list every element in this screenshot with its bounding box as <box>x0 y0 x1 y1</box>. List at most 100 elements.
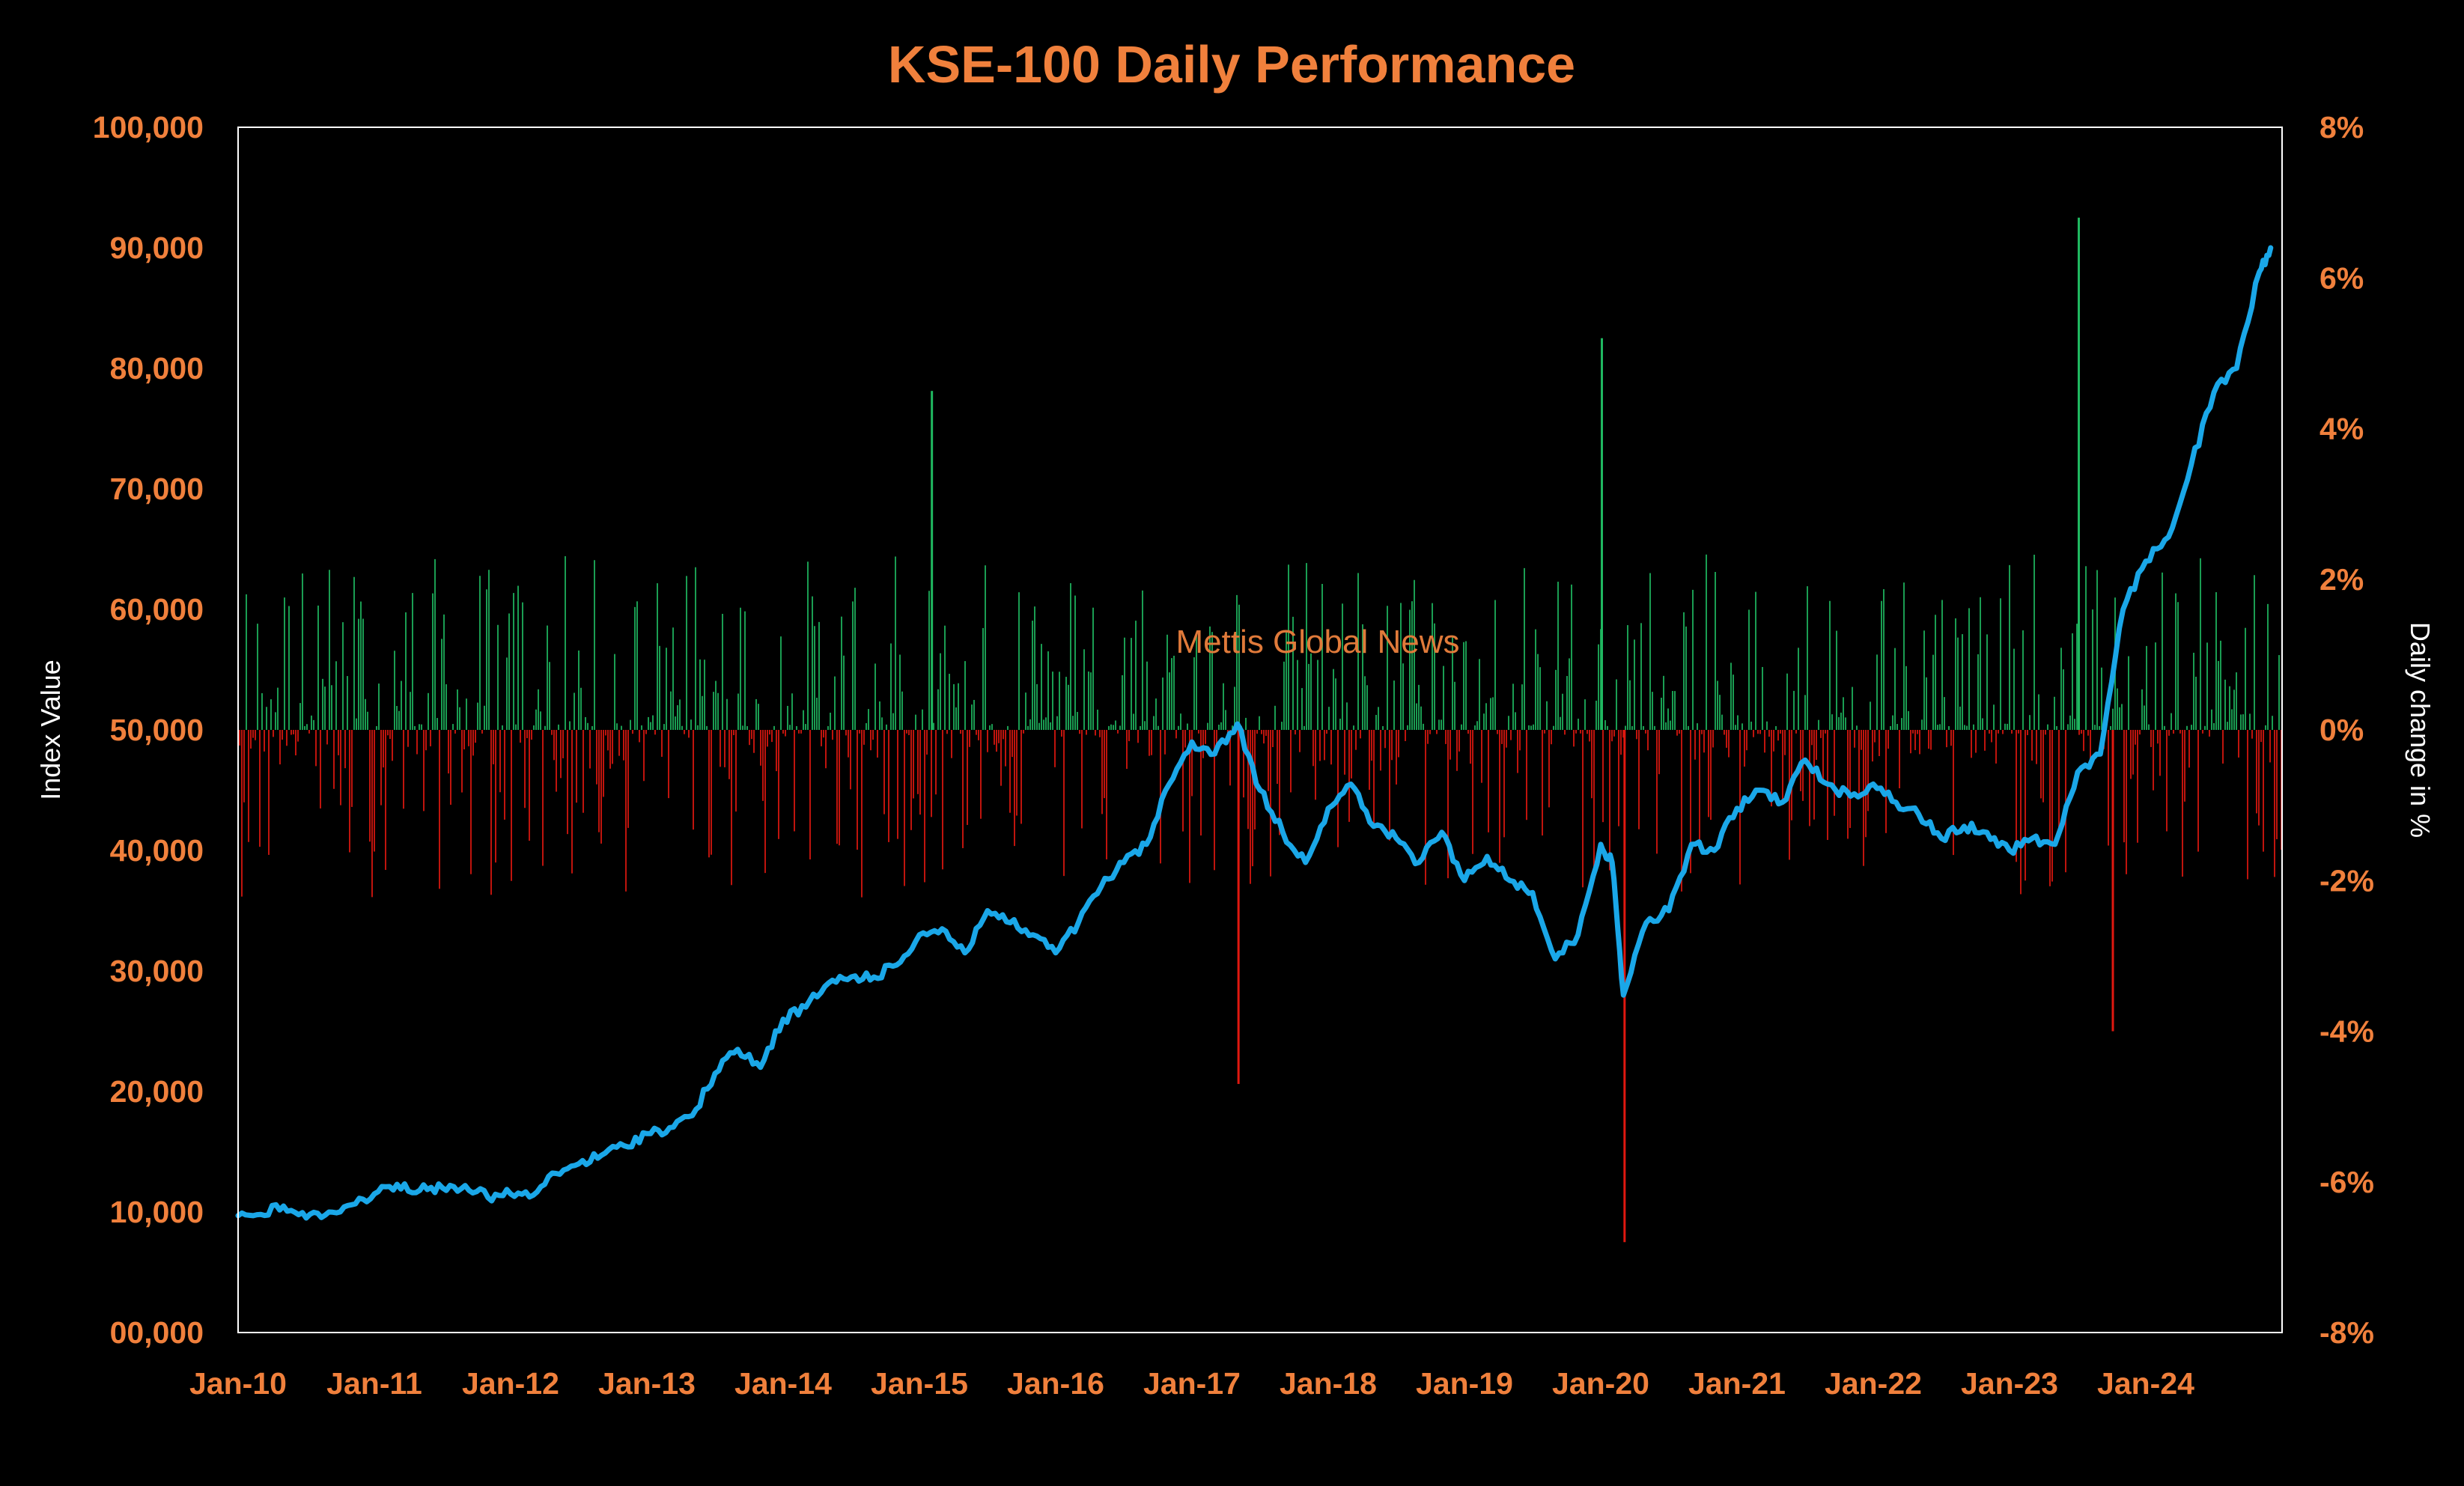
negative-change-bar <box>1261 730 1262 734</box>
negative-change-bar <box>1202 730 1204 758</box>
negative-change-bar <box>823 730 824 738</box>
positive-change-bar <box>1654 725 1655 730</box>
positive-change-bar <box>630 719 631 730</box>
positive-change-bar <box>1335 678 1336 730</box>
negative-change-bar <box>1589 730 1590 742</box>
negative-change-bar <box>1456 730 1458 771</box>
left-axis-ticks: 00,000 10,000 20,000 30,000 40,000 50,000 60,0… <box>93 110 204 1350</box>
negative-change-bar <box>1016 730 1017 816</box>
positive-change-bar <box>1209 626 1211 730</box>
negative-change-bar <box>556 730 557 792</box>
positive-change-bar <box>616 723 618 730</box>
negative-change-bar <box>439 730 440 889</box>
negative-change-bar <box>1780 730 1781 734</box>
positive-change-bar <box>1090 672 1092 730</box>
negative-change-bar <box>1773 730 1774 752</box>
positive-change-bar <box>1524 567 1525 730</box>
negative-change-bar <box>1724 730 1725 735</box>
positive-change-bar <box>1649 573 1651 730</box>
positive-change-bar <box>1923 630 1925 730</box>
positive-change-bar <box>1286 631 1287 730</box>
negative-change-bar <box>1229 730 1231 786</box>
positive-change-bar <box>1735 725 1736 730</box>
positive-change-bar <box>1973 724 1974 730</box>
negative-change-bar <box>385 730 386 871</box>
negative-change-bar <box>785 730 786 737</box>
positive-change-bar <box>513 593 514 730</box>
positive-change-bar <box>535 709 537 730</box>
positive-change-bar <box>284 597 285 730</box>
negative-change-bar <box>1771 730 1772 807</box>
negative-change-bar <box>571 730 573 874</box>
negative-change-bar <box>1849 730 1851 829</box>
positive-change-bar <box>1876 654 1878 730</box>
positive-change-bar <box>1663 675 1664 730</box>
positive-change-bar <box>1097 709 1098 730</box>
positive-change-bar <box>1935 615 1936 730</box>
negative-change-bar <box>1998 730 1999 734</box>
negative-change-bar <box>481 730 483 734</box>
positive-change-bar <box>410 692 411 730</box>
left-tick-label: 100,000 <box>93 110 204 144</box>
negative-change-bar <box>351 730 353 807</box>
negative-change-bar <box>248 730 249 842</box>
negative-change-bar <box>562 730 564 758</box>
positive-change-bar <box>699 659 701 730</box>
negative-change-bar <box>403 730 404 809</box>
x-tick-label: Jan-20 <box>1552 1366 1649 1401</box>
positive-change-bar <box>2242 714 2244 730</box>
negative-change-bar <box>2159 730 2161 776</box>
negative-change-bar <box>845 730 847 736</box>
negative-change-bar <box>728 730 730 779</box>
x-tick-label: Jan-21 <box>1688 1366 1786 1401</box>
positive-change-bar <box>1333 669 1334 730</box>
positive-change-bar <box>866 723 867 730</box>
positive-change-bar <box>1674 691 1676 730</box>
positive-change-bar <box>1719 695 1721 730</box>
positive-change-bar <box>1492 697 1494 730</box>
negative-change-bar <box>2020 730 2022 895</box>
positive-change-bar <box>780 636 782 730</box>
positive-change-bar <box>1465 641 1467 730</box>
negative-change-bar <box>576 730 577 803</box>
negative-change-bar <box>821 730 822 746</box>
negative-change-bar <box>1791 730 1792 820</box>
negative-change-bar <box>1373 730 1375 828</box>
positive-change-bar <box>2063 669 2064 730</box>
negative-change-bar <box>2123 730 2125 843</box>
positive-change-bar <box>2022 630 2024 730</box>
negative-change-bar <box>1784 730 1786 755</box>
positive-change-bar <box>1187 723 1188 730</box>
negative-change-bar <box>654 730 656 735</box>
positive-change-bar <box>2144 705 2145 730</box>
negative-change-bar <box>1701 730 1703 734</box>
positive-change-bar <box>2092 609 2093 730</box>
positive-change-bar <box>2078 217 2080 730</box>
positive-change-bar <box>1697 723 1698 730</box>
positive-change-bar <box>396 706 398 730</box>
positive-change-bar <box>1418 684 1420 730</box>
positive-change-bar <box>944 625 946 730</box>
negative-change-bar <box>1503 730 1505 838</box>
negative-change-bar <box>848 730 849 758</box>
positive-change-bar <box>2007 723 2008 730</box>
positive-change-bar <box>1124 637 1125 730</box>
positive-change-bar <box>311 715 312 730</box>
negative-change-bar <box>2058 730 2060 829</box>
positive-change-bar <box>2060 648 2062 730</box>
positive-change-bar <box>713 692 714 730</box>
positive-change-bar <box>1717 680 1718 730</box>
positive-change-bar <box>940 653 941 730</box>
negative-change-bar <box>241 730 243 897</box>
positive-change-bar <box>953 683 955 730</box>
positive-change-bar <box>634 606 636 730</box>
negative-change-bar <box>2011 730 2013 734</box>
negative-change-bar <box>625 730 627 892</box>
positive-change-bar <box>746 725 748 730</box>
positive-change-bar <box>1804 695 1806 730</box>
negative-change-bar <box>490 730 492 895</box>
positive-change-bar <box>1798 648 1799 730</box>
negative-change-bar <box>1690 730 1691 874</box>
negative-change-bar <box>2083 730 2084 752</box>
positive-change-bar <box>812 596 813 730</box>
